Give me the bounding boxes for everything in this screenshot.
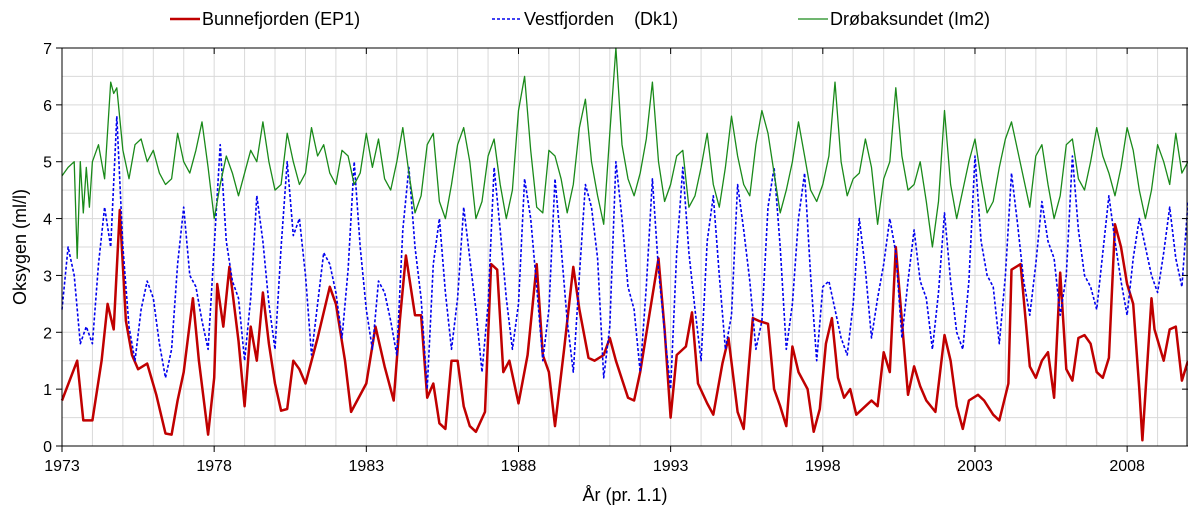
series-line-2 bbox=[61, 115, 1188, 390]
x-tick-label: 1978 bbox=[196, 458, 232, 475]
x-tick-label: 1993 bbox=[653, 458, 689, 475]
y-tick-label: 5 bbox=[43, 155, 52, 172]
y-tick-label: 3 bbox=[43, 268, 52, 285]
legend-label-3: Drøbaksundet (Im2) bbox=[830, 9, 990, 29]
x-tick-label: 1983 bbox=[349, 458, 385, 475]
y-axis-label: Oksygen (ml/l) bbox=[10, 189, 30, 305]
series-lines bbox=[60, 47, 1188, 442]
legend-label-1: Bunnefjorden (EP1) bbox=[202, 9, 360, 29]
y-tick-label: 7 bbox=[43, 41, 52, 58]
legend: Bunnefjorden (EP1) Vestfjorden (Dk1) Drøba… bbox=[170, 9, 990, 29]
y-tick-label: 4 bbox=[43, 212, 52, 229]
x-tick-label: 2008 bbox=[1109, 458, 1145, 475]
x-tick-label: 1988 bbox=[501, 458, 537, 475]
plot-frame bbox=[61, 47, 1188, 447]
series-line-3 bbox=[61, 47, 1188, 260]
y-tick-label: 6 bbox=[43, 98, 52, 115]
x-tick-label: 1973 bbox=[44, 458, 80, 475]
y-tick-label: 1 bbox=[43, 382, 52, 399]
legend-label-2: Vestfjorden (Dk1) bbox=[524, 9, 678, 29]
series-line-1 bbox=[60, 208, 1188, 442]
x-tick-label: 2003 bbox=[957, 458, 993, 475]
x-axis-label: År (pr. 1.1) bbox=[582, 485, 667, 505]
y-tick-label: 2 bbox=[43, 325, 52, 342]
axis-ticks: 0 1 2 3 4 5 6 7 1973 1978 1983 1988 1993 1998 2003 2008 bbox=[43, 41, 1188, 475]
x-tick-label: 1998 bbox=[805, 458, 841, 475]
y-tick-label: 0 bbox=[43, 439, 52, 456]
